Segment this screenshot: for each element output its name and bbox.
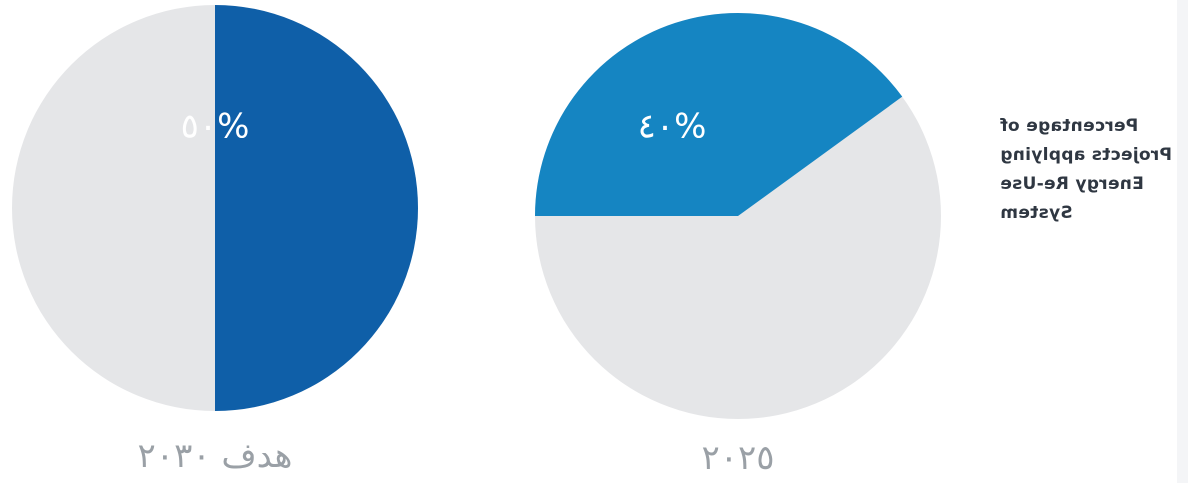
- pie-slice-label: ٤٠%: [638, 107, 707, 147]
- pie-slice-label: ٥٠%: [181, 107, 250, 147]
- pie-caption: هدف ٢٠٣٠: [138, 436, 293, 476]
- side-label-line-4: System: [1000, 199, 1178, 228]
- side-label-line-1: Percentage of: [1000, 112, 1178, 141]
- pie-chart-2: ٤٠% ٢٠٢٥: [535, 13, 941, 478]
- side-label-line-2: Projects applying: [1000, 141, 1178, 170]
- pie-chart-1: ٥٠% هدف ٢٠٣٠: [12, 5, 418, 476]
- side-label: Percentage of Projects applying Energy R…: [1000, 112, 1178, 228]
- pie-caption: ٢٠٢٥: [701, 438, 774, 478]
- side-label-line-3: Energy Re-Use: [1000, 170, 1178, 199]
- pie-slice-highlight: [215, 5, 418, 411]
- right-edge-strip: [1177, 0, 1188, 483]
